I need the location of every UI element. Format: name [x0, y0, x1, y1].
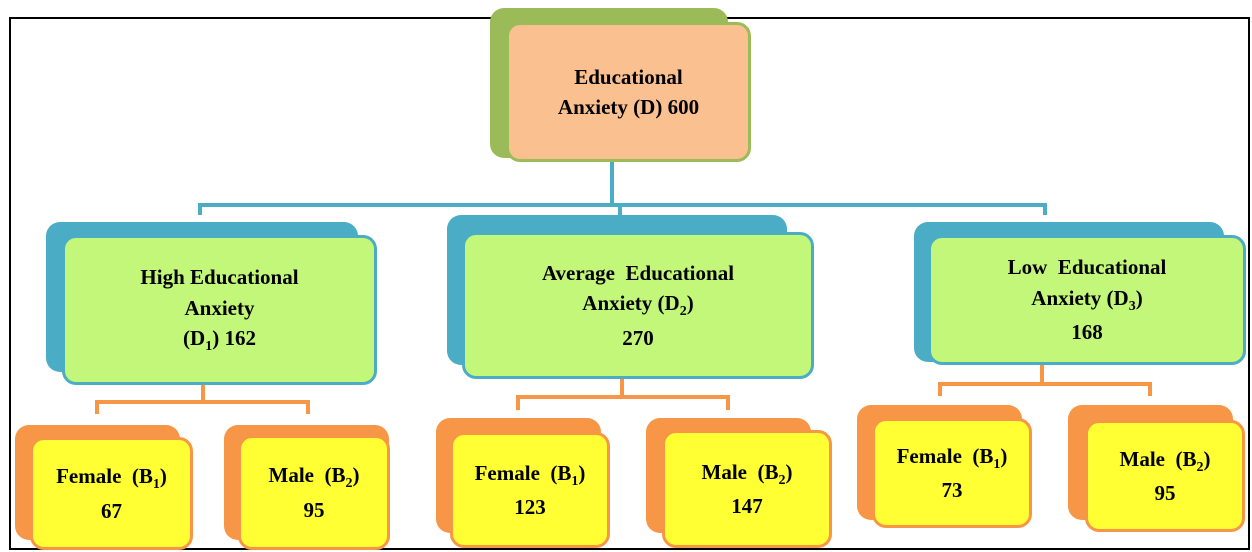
text: Male (B — [268, 463, 346, 488]
text: (D — [183, 326, 206, 351]
gender-node-text: Female (B1) 73 — [872, 418, 1032, 528]
text-line: Male (B2) — [1120, 444, 1211, 478]
text: Anxiety (D) 600 — [557, 95, 700, 119]
subscript: 2 — [1196, 459, 1204, 475]
text-line: Anxiety (D2) — [582, 288, 693, 322]
category-node-text: High Educational Anxiety (D1) 162 — [62, 235, 377, 385]
text-line: Average Educational — [542, 258, 734, 288]
leaf-links — [95, 365, 1152, 414]
text: Female (B — [56, 464, 153, 489]
subscript: 1 — [152, 477, 160, 493]
text-line: 73 — [942, 475, 963, 505]
subscript: 2 — [778, 472, 786, 488]
connector — [198, 160, 1047, 215]
category-node — [928, 235, 1246, 365]
text: 147 — [731, 494, 763, 519]
text-line: Female (B1) — [475, 458, 586, 492]
text: Anxiety — [184, 295, 255, 320]
gender-node — [1085, 420, 1245, 532]
text-line: Female (B1) — [56, 461, 167, 495]
text-line: 67 — [101, 496, 122, 526]
text-line: Anxiety (D) 600 — [558, 92, 699, 122]
text: Educational — [574, 64, 683, 89]
text: ) — [159, 464, 167, 489]
text-line: 168 — [1071, 317, 1103, 347]
text-line: 95 — [304, 495, 325, 525]
subscript: 2 — [345, 476, 353, 492]
gender-node — [872, 418, 1032, 528]
root-links — [198, 160, 1047, 215]
category-node-text: Average Educational Anxiety (D2) 270 — [462, 232, 814, 379]
text: Female (B — [896, 443, 994, 468]
root-node-text: Educational Anxiety (D) 600 — [506, 22, 751, 162]
text-line: Female (B1) — [897, 441, 1008, 475]
text: Male (B — [701, 459, 779, 484]
text: Average Educational — [541, 260, 735, 285]
text: 67 — [101, 498, 122, 523]
text: Anxiety (D — [582, 291, 680, 316]
gender-node — [30, 437, 193, 550]
text: 168 — [1071, 320, 1103, 345]
gender-node — [238, 435, 390, 550]
connector — [95, 385, 310, 414]
text-line: Anxiety (D3) — [1031, 283, 1142, 317]
text: ) — [1135, 285, 1143, 310]
category-node-text: Low Educational Anxiety (D3) 168 — [928, 235, 1246, 365]
subscript: 1 — [205, 339, 213, 355]
root-node — [506, 22, 751, 162]
text-line: Anxiety — [185, 293, 255, 323]
text: 123 — [514, 495, 546, 520]
gender-node — [450, 432, 610, 548]
gender-node-text: Male (B2) 147 — [662, 430, 832, 548]
gender-node — [662, 430, 832, 548]
text: 95 — [303, 497, 325, 522]
gender-node-text: Female (B1) 123 — [450, 432, 610, 548]
text-line: Male (B2) — [702, 457, 793, 491]
text-line: Educational — [574, 62, 683, 92]
text: ) — [686, 291, 694, 316]
subscript: 3 — [1128, 298, 1136, 314]
subscript: 1 — [993, 456, 1001, 472]
text: Female (B — [474, 460, 572, 485]
text: Low Educational — [1007, 255, 1167, 280]
text-line: 95 — [1155, 478, 1176, 508]
gender-node-text: Female (B1) 67 — [30, 437, 193, 550]
text-line: Low Educational — [1008, 252, 1167, 282]
text: 95 — [1154, 481, 1176, 506]
category-node — [62, 235, 377, 385]
text-line: High Educational — [140, 262, 298, 292]
text: 270 — [622, 325, 654, 350]
text: ) — [578, 460, 586, 485]
text: ) — [785, 459, 793, 484]
text: Anxiety (D — [1031, 285, 1129, 310]
subscript: 2 — [679, 304, 687, 320]
gender-node-text: Male (B2) 95 — [238, 435, 390, 550]
connector — [938, 365, 1152, 396]
text: ) — [352, 463, 360, 488]
text-line: 147 — [731, 491, 763, 521]
gender-node-text: Male (B2) 95 — [1085, 420, 1245, 532]
text: 73 — [941, 478, 963, 503]
text: ) — [1203, 446, 1211, 471]
text-line: Male (B2) — [269, 460, 360, 494]
text: Male (B — [1119, 446, 1197, 471]
text-line: 270 — [622, 323, 654, 353]
text: ) — [1000, 443, 1008, 468]
text-line: 123 — [514, 492, 546, 522]
connector — [516, 378, 730, 410]
text: High Educational — [140, 265, 299, 290]
category-node — [462, 232, 814, 379]
subscript: 1 — [571, 473, 579, 489]
text-line: (D1) 162 — [183, 323, 256, 357]
text: ) 162 — [212, 326, 256, 351]
